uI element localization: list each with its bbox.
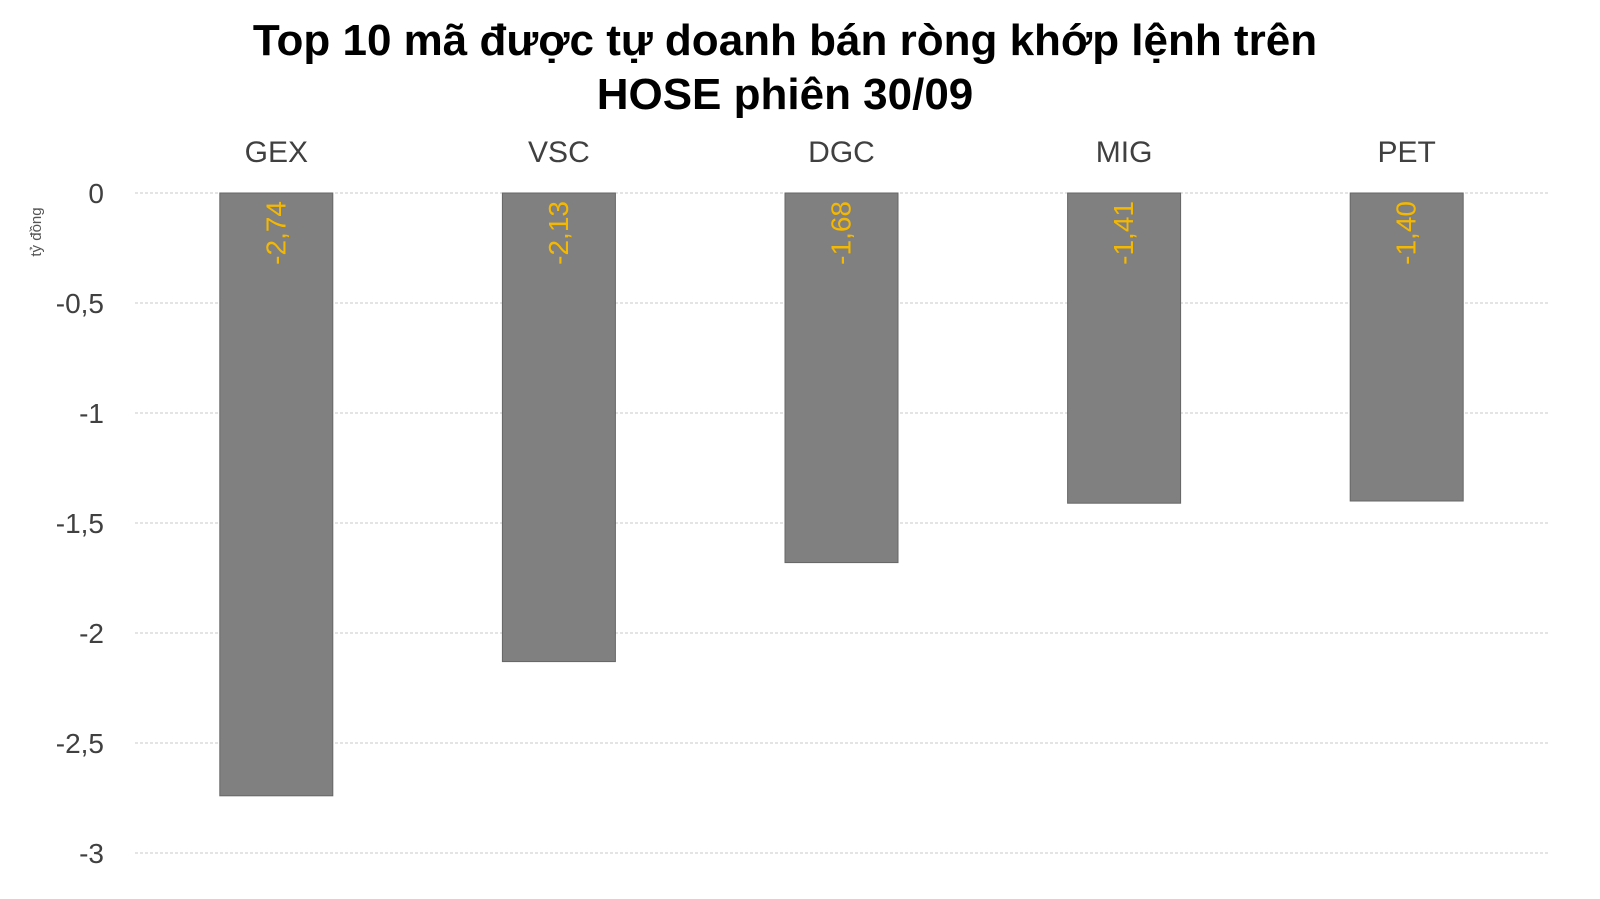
y-axis-unit-label: tỷ đồng bbox=[28, 207, 45, 256]
data-label: -1,68 bbox=[826, 201, 857, 265]
data-label: -1,41 bbox=[1108, 201, 1139, 265]
category-label: GEX bbox=[245, 136, 308, 169]
category-label: MIG bbox=[1096, 136, 1153, 169]
bar-mig bbox=[1067, 192, 1182, 504]
y-axis-ticks: 0 -0,5 -1 -1,5 -2 -2,5 -3 bbox=[56, 178, 104, 869]
data-label: -1,40 bbox=[1391, 201, 1422, 265]
data-labels: -2,74 -2,13 -1,68 -1,41 -1,40 bbox=[260, 201, 1421, 265]
category-label: VSC bbox=[528, 136, 590, 169]
y-tick-label: -2,5 bbox=[56, 728, 104, 759]
y-tick-label: -0,5 bbox=[56, 288, 104, 319]
y-tick-label: 0 bbox=[88, 178, 104, 209]
data-label: -2,74 bbox=[260, 201, 291, 265]
chart-title-line-2: HOSE phiên 30/09 bbox=[596, 70, 974, 119]
y-tick-label: -1,5 bbox=[56, 508, 104, 539]
category-label: PET bbox=[1378, 136, 1436, 169]
y-tick-label: -2 bbox=[79, 618, 104, 649]
y-tick-label: -1 bbox=[79, 398, 104, 429]
bar-dgc bbox=[784, 192, 899, 564]
bar-gex bbox=[219, 192, 334, 797]
category-label: DGC bbox=[808, 136, 875, 169]
chart-title: Top 10 mã được tự doanh bán ròng khớp lệ… bbox=[0, 14, 1570, 122]
bar-pet bbox=[1349, 192, 1464, 502]
y-tick-label: -3 bbox=[79, 838, 104, 869]
category-labels: GEX VSC DGC MIG PET bbox=[245, 136, 1436, 169]
bars bbox=[219, 192, 1464, 797]
data-label: -2,13 bbox=[543, 201, 574, 265]
bar-vsc bbox=[501, 192, 616, 663]
chart-title-line-1: Top 10 mã được tự doanh bán ròng khớp lệ… bbox=[252, 16, 1318, 65]
